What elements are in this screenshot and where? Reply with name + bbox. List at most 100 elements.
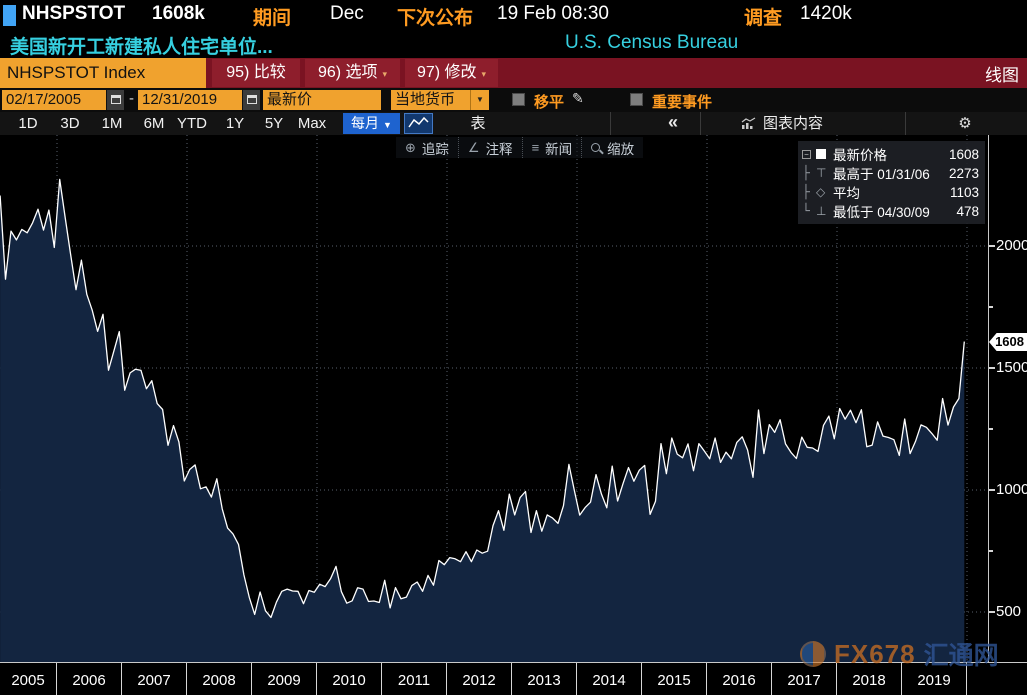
calendar-icon (110, 95, 121, 104)
x-axis: 2005 2006 2007 2008 2009 2010 2011 2012 2013 2014… (0, 662, 1027, 695)
news-button[interactable]: ≡ 新闻 (523, 137, 583, 158)
x-axis-year-label: 2013 (512, 663, 577, 695)
start-date-calendar-button[interactable] (106, 90, 124, 110)
annotate-button[interactable]: ∠ 注释 (459, 137, 523, 158)
options-button[interactable]: 96) 选项 ▾ (305, 59, 400, 87)
y-axis-tick (989, 367, 995, 369)
legend-row-low: └ ⊥ 最低于 04/30/09 478 (802, 203, 979, 221)
legend-row-high: ├ ⊤ 最高于 01/31/06 2273 (802, 165, 979, 183)
x-axis-year-label: 2011 (382, 663, 447, 695)
x-axis-year-label: 2007 (122, 663, 187, 695)
price-field-select[interactable]: 最新价 (263, 90, 381, 110)
series-swatch (816, 149, 826, 159)
y-axis-label: 500 (996, 603, 1022, 620)
y-axis-minor-tick (989, 306, 993, 308)
last-price-axis-badge: 1608 (989, 333, 1027, 351)
x-axis-year-label: 2019 (902, 663, 967, 695)
chart-type-menu[interactable]: 线图 (985, 66, 1019, 85)
x-axis-year-label: 2005 (0, 663, 57, 695)
range-tab-ytd[interactable]: YTD (177, 115, 207, 132)
range-tab-1d[interactable]: 1D (18, 115, 38, 132)
moving-average-checkbox[interactable] (512, 93, 525, 106)
end-date-input[interactable]: 12/31/2019 (138, 90, 242, 110)
range-tab-3d[interactable]: 3D (60, 115, 80, 132)
x-axis-year-label: 2010 (317, 663, 382, 695)
y-axis-minor-tick (989, 550, 993, 552)
moving-average-label: 移平 (534, 94, 565, 111)
y-axis: 500 1000 1500 2000 (988, 135, 1027, 662)
crosshair-icon: ⊕ (405, 139, 416, 155)
chart-region: 500 1000 1500 2000 1608 2005 2006 2007 2008… (0, 135, 1027, 695)
legend-row-last: − 最新价格 1608 (802, 144, 979, 163)
toolbar-divider (700, 112, 701, 135)
x-axis-year-label: 2008 (187, 663, 252, 695)
collapse-panel-button[interactable]: « (667, 112, 678, 132)
x-axis-year-label: 2018 (837, 663, 902, 695)
currency-dropdown-arrow[interactable]: ▼ (470, 90, 489, 110)
chevron-down-icon: ▾ (481, 69, 487, 79)
average-marker-icon: ◇ (816, 185, 826, 199)
survey-value: 1420k (800, 3, 852, 24)
chart-mini-toolbar: ⊕ 追踪 ∠ 注释 ≡ 新闻 缩放 (396, 137, 644, 158)
x-axis-year-label: 2006 (57, 663, 122, 695)
ticker-input[interactable]: NHSPSTOT Index (0, 58, 206, 88)
tree-branch-icon: ├ (802, 184, 810, 200)
key-events-checkbox[interactable] (630, 93, 643, 106)
magnifier-icon (591, 143, 601, 152)
x-axis-year-label: 2016 (707, 663, 772, 695)
y-axis-tick (989, 245, 995, 247)
y-axis-label: 1000 (996, 481, 1027, 498)
track-button[interactable]: ⊕ 追踪 (396, 137, 459, 158)
chart-legend[interactable]: − 最新价格 1608 ├ ⊤ 最高于 01/31/06 2273 ├ ◇ 平均… (798, 141, 985, 224)
line-chart-icon (408, 116, 429, 128)
x-axis-year-label: 2015 (642, 663, 707, 695)
range-tab-max[interactable]: Max (297, 115, 327, 132)
end-date-calendar-button[interactable] (242, 90, 260, 110)
currency-select[interactable]: 当地货币 (391, 90, 470, 110)
survey-label: 调查 (744, 8, 783, 29)
zoom-button[interactable]: 缩放 (582, 137, 643, 158)
news-icon: ≡ (531, 140, 540, 155)
edit-button[interactable]: 97) 修改 ▾ (405, 59, 498, 87)
price-chart[interactable] (0, 135, 988, 662)
frequency-dropdown[interactable]: 每月 ▼ (343, 113, 400, 134)
compare-button[interactable]: 95) 比较 (212, 59, 300, 87)
security-description-bar: 美国新开工新建私人住宅单位... U.S. Census Bureau (0, 30, 1027, 58)
legend-expander-icon[interactable]: − (802, 149, 811, 159)
y-axis-label: 2000 (996, 237, 1027, 254)
period-value: Dec (330, 3, 364, 24)
y-axis-label: 1500 (996, 359, 1027, 376)
chart-content-button[interactable]: 图表内容 (740, 112, 823, 135)
high-marker-icon: ⊤ (816, 166, 827, 180)
key-events-label: 重要事件 (652, 94, 713, 111)
line-chart-icon-button[interactable] (404, 113, 433, 134)
range-tab-1y[interactable]: 1Y (225, 115, 245, 132)
y-axis-minor-tick (989, 428, 993, 430)
pencil-icon[interactable]: ✎ (572, 90, 584, 106)
last-value-text: 1608k (152, 3, 205, 24)
data-source: U.S. Census Bureau (565, 32, 739, 53)
red-menu-bar: NHSPSTOT Index 95) 比较 96) 选项 ▾ 97) 修改 ▾ 线图 (0, 58, 1027, 88)
x-axis-year-label: 2014 (577, 663, 642, 695)
low-marker-icon: ⊥ (816, 204, 827, 218)
legend-row-average: ├ ◇ 平均 1103 (802, 184, 979, 202)
range-tab-1m[interactable]: 1M (101, 115, 123, 132)
calendar-icon (246, 95, 257, 104)
security-name: 美国新开工新建私人住宅单位... (10, 37, 273, 58)
gear-icon[interactable]: ⚙ (958, 115, 972, 132)
next-release-value: 19 Feb 08:30 (497, 3, 609, 24)
range-tab-6m[interactable]: 6M (143, 115, 165, 132)
date-range-dash: - (129, 90, 134, 107)
chart-settings-bar: 02/17/2005 - 12/31/2019 最新价 当地货币 ▼ 移平 ✎ … (0, 88, 1027, 112)
start-date-input[interactable]: 02/17/2005 (2, 90, 106, 110)
toolbar-divider (610, 112, 611, 135)
table-view-button[interactable]: 表 (470, 115, 486, 132)
x-axis-year-label: 2012 (447, 663, 512, 695)
range-tab-5y[interactable]: 5Y (264, 115, 284, 132)
security-color-chip (3, 5, 16, 26)
security-info-bar: NHSPSTOT 1608k 期间 Dec 下次公布 19 Feb 08:30 … (0, 0, 1027, 30)
chevron-down-icon: ▾ (382, 69, 388, 79)
tree-branch-icon: ├ (802, 165, 810, 181)
x-axis-year-label: 2017 (772, 663, 837, 695)
